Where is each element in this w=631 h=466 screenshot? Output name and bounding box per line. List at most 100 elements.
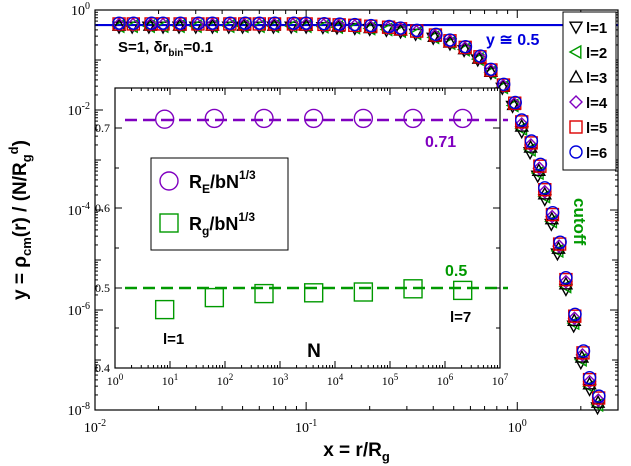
data-point (285, 17, 300, 32)
series-l4 (112, 17, 606, 408)
data-point (533, 157, 548, 171)
data-point (457, 41, 472, 56)
inset-data-point (254, 283, 274, 304)
inset-series-0 (154, 108, 473, 129)
inset-legend-marker (159, 213, 179, 233)
data-point (267, 17, 282, 32)
data-point (112, 17, 127, 32)
data-point (443, 33, 457, 47)
data-point (156, 16, 170, 30)
inset-series-1 (154, 279, 473, 320)
data-point (191, 16, 206, 30)
data-point (523, 137, 538, 152)
data-point (156, 17, 171, 32)
data-point (537, 193, 552, 207)
data-point (347, 19, 362, 34)
legend-marker (569, 95, 583, 109)
data-point (409, 24, 424, 39)
y-tick-label: 100 (71, 1, 90, 19)
inset-x-tick-label: 107 (492, 372, 509, 388)
data-point (381, 20, 396, 35)
inset-y-tick-label: 0.4 (95, 361, 110, 375)
inset-data-point (204, 287, 225, 308)
y-tick-label: 10-8 (68, 401, 90, 419)
legend-marker (569, 120, 583, 134)
data-point (172, 17, 187, 32)
inset-data-point (303, 108, 324, 129)
main-legend: l=1 l=2 l=3 l=4 l=5 l=6 (562, 11, 617, 171)
data-point (473, 49, 488, 63)
inset-legend-label: RE/bN1/3 (189, 168, 256, 196)
inset-y-tick-label: 0.5 (95, 281, 110, 295)
legend-marker (568, 44, 582, 60)
main-legend-box (562, 11, 617, 171)
data-point (190, 17, 205, 32)
y-tick-label: 10-6 (68, 301, 90, 319)
inset-annotation-l7: l=7 (450, 309, 471, 326)
inset-y-tick-label: 0.7 (95, 121, 110, 135)
inset-x-tick-label: 105 (382, 372, 399, 388)
data-point (472, 50, 487, 65)
inset-x-tick-label: 100 (107, 372, 124, 388)
inset-x-tick-label: 101 (162, 372, 179, 388)
data-point (173, 16, 188, 30)
data-point (553, 235, 567, 249)
data-point (317, 16, 331, 31)
data-point (573, 357, 589, 371)
data-point (576, 344, 591, 358)
data-point (568, 307, 582, 321)
data-point (530, 170, 545, 184)
inset-reference-label-1: 0.5 (445, 263, 467, 280)
data-point (223, 16, 237, 30)
data-point (524, 134, 539, 148)
data-point (458, 39, 473, 54)
x-axis-label: x = r/Rg (323, 440, 390, 464)
data-point (497, 77, 511, 92)
x-tick-label: 100 (508, 418, 527, 436)
data-point (558, 274, 573, 289)
data-point (507, 96, 522, 111)
data-point (496, 78, 511, 93)
data-point (364, 18, 378, 33)
data-point (483, 63, 498, 78)
data-point (316, 18, 331, 33)
data-point (268, 16, 282, 30)
data-point (592, 389, 606, 403)
data-point (112, 16, 126, 30)
data-point (363, 19, 378, 34)
inset-legend-marker (159, 171, 179, 191)
y-tick-label: 10-2 (68, 101, 90, 119)
data-point (332, 17, 347, 31)
inset-data-point (403, 108, 423, 129)
legend-label: l=6 (586, 145, 607, 162)
data-point (582, 383, 597, 397)
inset-x-axis-label: N (307, 341, 321, 362)
inset-data-point (353, 282, 374, 302)
data-point (484, 62, 498, 76)
annotation-cutoff: cutoff (570, 198, 589, 246)
data-point (567, 311, 582, 326)
inset-data-point (353, 108, 374, 129)
data-point (582, 374, 597, 389)
data-point (393, 21, 408, 35)
data-point (566, 320, 581, 334)
inset-reference-label-0: 0.71 (425, 134, 456, 151)
data-point (545, 209, 560, 224)
inset-x-tick-label: 103 (272, 372, 289, 388)
inset-data-point (403, 279, 423, 299)
legend-marker (569, 145, 583, 159)
data-point (410, 23, 424, 38)
data-point (537, 184, 552, 199)
data-point (252, 16, 266, 30)
data-point (252, 17, 267, 32)
data-point (237, 17, 252, 32)
y-axis-label: y = ρcm(r) / (N/Rgd) (6, 140, 34, 300)
data-point (429, 27, 443, 42)
data-point (299, 16, 313, 30)
legend-label: l=4 (586, 95, 608, 112)
inset-y-tick-label: 0.6 (95, 201, 110, 215)
data-point (545, 205, 560, 220)
data-point (126, 17, 140, 32)
legend-marker (568, 69, 584, 83)
